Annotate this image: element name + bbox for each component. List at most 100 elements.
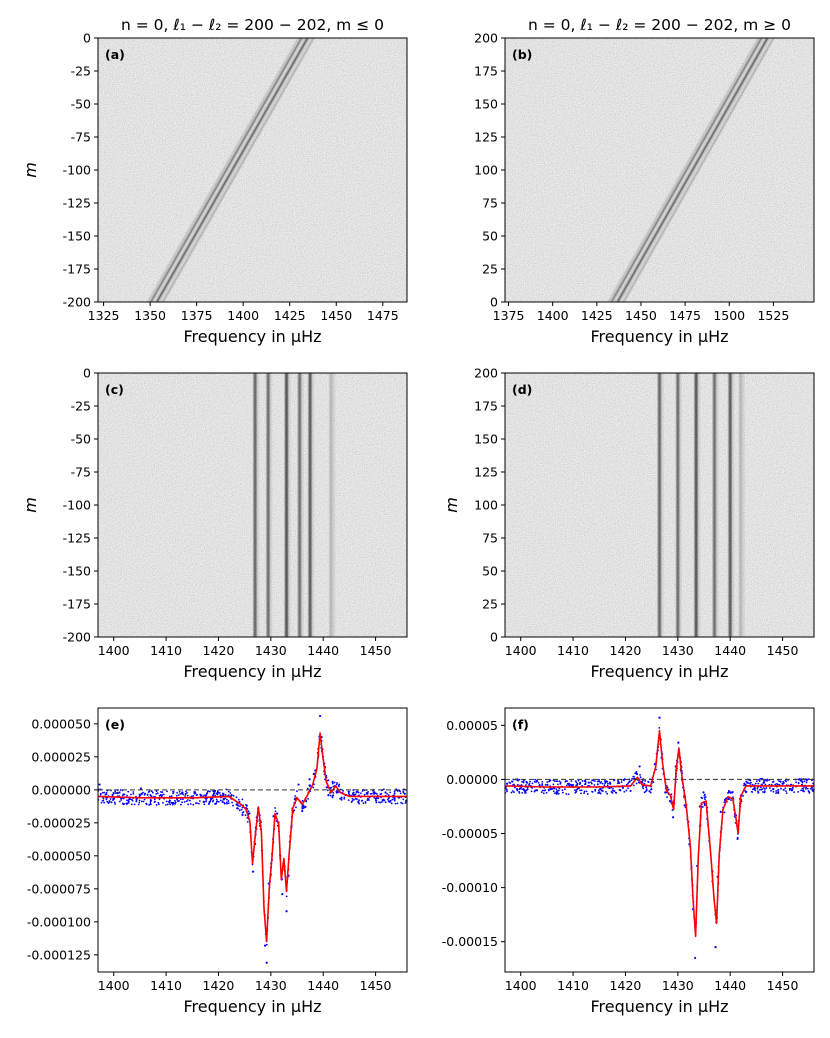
- noise-point: [227, 800, 230, 802]
- noise-point: [642, 787, 645, 790]
- noise-point: [771, 781, 774, 784]
- noise-point: [155, 804, 158, 806]
- x-tick-label: 1430: [255, 978, 287, 993]
- panel-b: 1375 1400 1425 1450 1475 1500 1525 200 175 150 125…: [474, 16, 815, 346]
- noise-point: [776, 783, 778, 785]
- y-tick-label: 0: [83, 31, 91, 46]
- noise-point: [241, 798, 244, 801]
- noise-point: [208, 801, 211, 803]
- noise-point: [630, 779, 633, 782]
- noise-point: [394, 802, 397, 805]
- noise-point: [625, 789, 628, 792]
- ridge-line: [616, 38, 769, 302]
- noise-point: [523, 790, 526, 792]
- noise-point: [195, 794, 198, 797]
- noise-point: [666, 786, 669, 789]
- noise-point: [302, 807, 305, 810]
- noise-point: [766, 778, 769, 781]
- data-point: [331, 780, 334, 784]
- noise-point: [598, 791, 600, 794]
- noise-point: [790, 787, 792, 790]
- noise-point: [380, 792, 383, 795]
- data-point: [672, 816, 675, 819]
- noise-point: [802, 788, 805, 790]
- noise-point: [728, 790, 730, 793]
- stripe-light: [661, 373, 664, 637]
- noise-point: [160, 791, 162, 793]
- noise-point: [178, 790, 181, 793]
- noise-point: [247, 810, 250, 813]
- noise-point: [166, 790, 168, 793]
- noise-point: [184, 790, 187, 793]
- panel-title: n = 0, ℓ₁ − ℓ₂ = 200 − 202, m ≥ 0: [528, 16, 791, 34]
- data-point: [301, 809, 304, 813]
- noise-point: [803, 790, 805, 793]
- noise-point: [393, 799, 396, 802]
- noise-point: [177, 794, 180, 797]
- y-tick-label: 0: [490, 630, 498, 645]
- y-tick-label: -0.00005: [442, 826, 498, 841]
- noise-point: [353, 798, 355, 801]
- axes-frame: [97, 707, 408, 973]
- data-point: [139, 787, 143, 790]
- noise-point: [158, 798, 161, 801]
- y-tick-label: 75: [482, 196, 498, 211]
- noise-point: [513, 791, 515, 794]
- noise-point: [632, 775, 635, 778]
- noise-point: [782, 782, 784, 785]
- noise-point: [363, 793, 366, 796]
- y-tick-label: -25: [71, 64, 91, 79]
- data-point: [265, 961, 268, 964]
- heatmap-b: [505, 38, 814, 302]
- ridge-line: [147, 38, 300, 302]
- noise-point: [533, 790, 536, 793]
- noise-point: [533, 780, 536, 783]
- noise-point: [114, 790, 117, 793]
- noise-point: [555, 788, 558, 791]
- noise-point: [727, 792, 729, 794]
- noise-point: [803, 780, 806, 783]
- noise-point: [112, 797, 115, 800]
- noise-point: [576, 783, 579, 785]
- noise-point: [223, 798, 225, 801]
- noise-point: [804, 787, 807, 790]
- noise-point: [736, 836, 739, 839]
- noise-point: [670, 793, 673, 796]
- noise-point: [186, 791, 188, 794]
- noise-point: [246, 820, 249, 823]
- noise-point: [728, 798, 730, 801]
- noise-point: [214, 794, 217, 797]
- noise-point: [130, 798, 133, 801]
- noise-point: [190, 795, 193, 798]
- x-tick-label: 1400: [505, 643, 537, 658]
- noise-point: [793, 791, 796, 794]
- noise-point: [145, 802, 148, 805]
- noise-point: [761, 788, 764, 791]
- noise-point: [639, 776, 642, 779]
- noise-point: [545, 791, 548, 794]
- noise-point: [231, 801, 233, 804]
- noise-point: [130, 793, 132, 796]
- noise-point: [331, 796, 334, 799]
- noise-point: [143, 798, 146, 801]
- x-tick-label: 1450: [320, 308, 352, 323]
- noise-point: [557, 783, 559, 786]
- noise-point: [245, 803, 247, 806]
- data-point: [638, 765, 641, 768]
- noise-point: [221, 794, 224, 797]
- noise-point: [148, 804, 151, 806]
- noise-point: [594, 789, 597, 792]
- y-tick-label: -200: [63, 630, 91, 645]
- noise-point: [189, 799, 191, 802]
- noise-point: [555, 793, 558, 795]
- noise-point: [611, 791, 614, 794]
- y-tick-label: -0.000100: [27, 914, 91, 929]
- noise-point: [511, 790, 514, 792]
- noise-point: [374, 792, 377, 795]
- noise-point: [347, 799, 350, 802]
- noise-point: [758, 779, 760, 781]
- noise-point: [133, 803, 136, 806]
- x-axis-label: Frequency in μHz: [590, 327, 728, 346]
- noise-point: [808, 790, 810, 793]
- y-axis-label: m: [442, 497, 461, 513]
